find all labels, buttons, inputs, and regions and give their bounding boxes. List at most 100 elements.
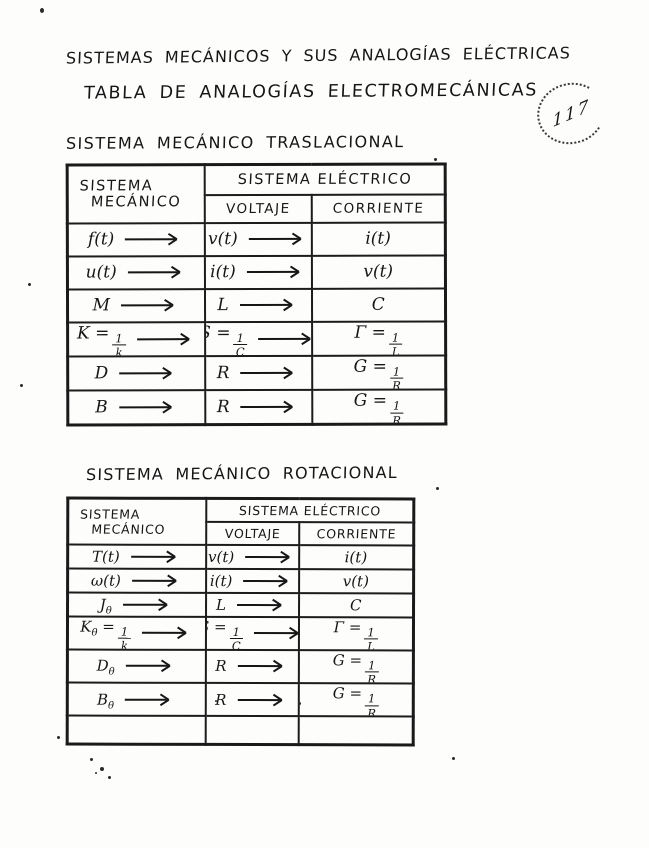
current-header: CORRIENTE	[298, 521, 415, 545]
current-cell: G = 1 R	[311, 355, 446, 390]
ink-speck	[95, 772, 97, 774]
voltage-analog-value: L	[216, 595, 227, 614]
mechanical-value: Bθ	[96, 690, 115, 712]
document-title: SISTEMAS MECÁNICOS Y SUS ANALOGÍAS ELÉCT…	[65, 43, 572, 68]
arrow-right-icon	[118, 406, 169, 409]
table-row: T(t) v(t) i(t)	[67, 544, 414, 569]
ink-speck	[28, 283, 31, 286]
voltage-cell: S = 1 C	[204, 321, 312, 356]
arrow-right-icon	[239, 303, 290, 307]
current-analog-value: G = 1 R	[354, 391, 404, 425]
mech-cell: f(t)	[67, 222, 205, 256]
mechanical-system-header: SISTEMA MECÁNICO	[66, 498, 208, 545]
current-analog-value: v(t)	[342, 571, 369, 590]
arrow-right-icon	[131, 579, 174, 582]
table-row: Kθ = 1 k S = 1 C Γ = 1 L	[67, 616, 414, 651]
arrow-right-icon	[253, 632, 296, 635]
arrow-right-icon	[243, 579, 286, 582]
ink-speck	[434, 158, 437, 161]
arrow-right-icon	[240, 371, 291, 374]
current-analog-value: Γ = 1 L	[354, 322, 403, 356]
table-row: Bθ R G = 1 R	[67, 682, 414, 717]
current-analog-value: C	[350, 595, 362, 614]
voltage-analog-value: L	[217, 295, 229, 316]
section-heading-translational: SISTEMA MECÁNICO TRASLACIONAL	[65, 132, 405, 153]
table-row: u(t) i(t) v(t)	[67, 255, 446, 289]
ink-speck	[452, 757, 455, 760]
mechanical-value: ω(t)	[90, 571, 121, 590]
arrow-right-icon	[122, 603, 165, 606]
ink-speck	[436, 487, 439, 490]
empty-table-row	[67, 715, 414, 745]
arrow-right-icon	[130, 555, 173, 558]
electric-system-header: SISTEMA ELÉCTRICO	[203, 164, 446, 195]
table-row: D R G = 1 R	[67, 355, 446, 391]
voltage-cell: S = 1 C	[205, 616, 299, 650]
voltage-cell	[205, 716, 299, 745]
mech-cell: Kθ = 1 k	[67, 616, 206, 650]
voltage-cell: i(t)	[204, 255, 312, 289]
mechanical-value: u(t)	[85, 262, 117, 283]
table-row: M L C	[67, 288, 446, 322]
arrow-right-icon	[237, 665, 280, 668]
mechanical-value: D	[94, 363, 109, 384]
current-header: CORRIENTE	[310, 194, 446, 223]
current-analog-value: v(t)	[363, 261, 394, 282]
voltage-analog-value: v(t)	[207, 229, 238, 250]
current-cell: i(t)	[311, 222, 446, 256]
page-number-circle: 117	[530, 75, 612, 152]
arrow-right-icon	[120, 304, 171, 307]
voltage-analog-value: R	[216, 397, 230, 418]
voltage-analog-value: S = 1 C	[205, 617, 243, 650]
current-cell: v(t)	[311, 255, 446, 289]
current-analog-value: i(t)	[344, 547, 368, 566]
mechanical-value: T(t)	[92, 547, 120, 566]
arrow-right-icon	[237, 603, 280, 606]
arrow-right-icon	[136, 337, 187, 340]
voltage-cell: i(t)	[205, 568, 299, 593]
voltage-cell: L	[204, 288, 312, 322]
mech-cell: Dθ	[67, 649, 206, 683]
arrow-right-icon	[125, 238, 176, 241]
voltage-analog-value: i(t)	[210, 262, 236, 283]
table-row: ω(t) i(t) v(t)	[67, 568, 414, 593]
arrow-right-icon	[257, 337, 308, 340]
table-header-row: SISTEMA MECÁNICO SISTEMA ELÉCTRICO	[65, 164, 446, 223]
current-analog-value: i(t)	[365, 228, 391, 249]
voltage-cell: R	[204, 389, 312, 425]
mechanical-value: B	[95, 397, 108, 418]
table-row: B R G = 1 R	[67, 389, 446, 426]
ink-speck	[90, 758, 93, 761]
table-row: Jθ L C	[67, 592, 414, 617]
voltage-cell: R	[205, 649, 299, 684]
mech-cell: Bθ	[67, 682, 206, 717]
mech-cell: K = 1 k	[67, 321, 205, 357]
voltage-cell: R	[204, 355, 312, 391]
voltage-header: VOLTAJE	[205, 521, 300, 545]
mech-cell	[67, 715, 206, 745]
ink-speck	[215, 700, 217, 702]
mechanical-system-header: SISTEMA MECÁNICO	[65, 164, 206, 223]
arrow-right-icon	[246, 270, 297, 274]
arrow-right-icon	[248, 237, 299, 241]
mech-cell: Jθ	[67, 592, 206, 617]
ink-speck	[298, 702, 301, 705]
current-cell: Γ = 1 L	[298, 616, 414, 651]
ink-speck	[108, 776, 111, 779]
table-row: f(t) v(t) i(t)	[67, 222, 446, 256]
table-row: Dθ R G = 1 R	[67, 649, 414, 684]
arrow-right-icon	[237, 698, 280, 701]
mech-cell: u(t)	[67, 255, 205, 289]
ink-speck	[57, 736, 60, 739]
mechanical-value: M	[92, 295, 111, 316]
current-cell: Γ = 1 L	[311, 321, 446, 356]
